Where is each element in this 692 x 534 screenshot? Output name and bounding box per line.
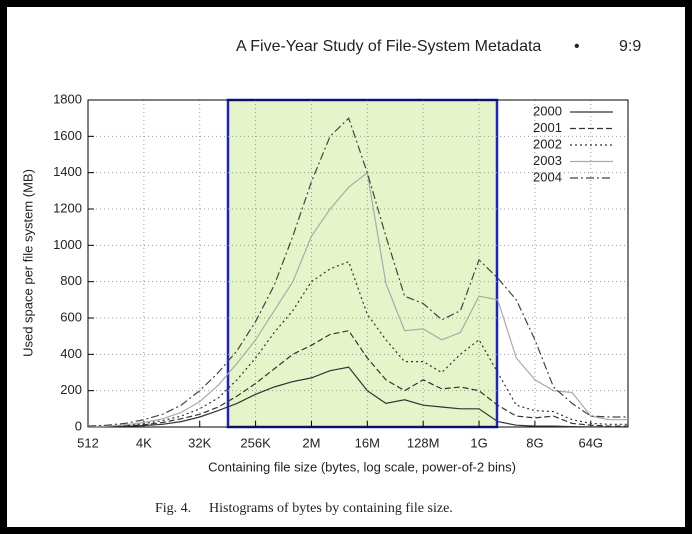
series-line <box>87 117 628 427</box>
x-tick-label: 128M <box>407 435 440 450</box>
legend-label: 2004 <box>533 169 562 184</box>
y-tick-label: 0 <box>75 418 82 433</box>
x-tick-label: 16M <box>355 435 380 450</box>
y-axis-label: Used space per file system (MB) <box>20 169 35 357</box>
x-tick-label: 512 <box>77 435 99 450</box>
y-tick-label: 1000 <box>53 237 82 252</box>
x-tick-label: 2M <box>302 435 320 450</box>
x-tick-label: 8G <box>526 435 543 450</box>
highlight-box <box>226 98 499 429</box>
x-tick-label: 256K <box>240 435 271 450</box>
caption-text: Histograms of bytes by containing file s… <box>209 501 453 516</box>
y-tick-label: 800 <box>60 273 82 288</box>
x-tick-label: 4K <box>136 435 152 450</box>
y-tick-label: 1400 <box>53 164 82 179</box>
legend-label: 2003 <box>533 153 562 168</box>
y-tick-label: 1600 <box>53 128 82 143</box>
y-tick-label: 200 <box>60 382 82 397</box>
x-tick-label: 64G <box>578 435 603 450</box>
legend-label: 2000 <box>533 103 562 118</box>
page-number: 9:9 <box>619 38 641 55</box>
x-axis-label: Containing file size (bytes, log scale, … <box>208 459 516 474</box>
x-tick-label: 32K <box>188 435 211 450</box>
page: A Five-Year Study of File-System Metadat… <box>7 7 685 527</box>
chart: A Five-Year Study of File-System Metadat… <box>20 38 641 516</box>
plot-frame <box>87 99 629 428</box>
series-line <box>87 171 628 428</box>
y-tick-label: 400 <box>60 346 82 361</box>
legend-label: 2002 <box>533 136 562 151</box>
x-tick-label: 1G <box>470 435 487 450</box>
y-tick-label: 1800 <box>53 91 82 106</box>
legend-label: 2001 <box>533 120 562 135</box>
y-tick-label: 1200 <box>53 200 82 215</box>
caption-label: Fig. 4. <box>155 501 191 516</box>
page-separator: • <box>574 38 580 55</box>
y-tick-label: 600 <box>60 309 82 324</box>
page-title: A Five-Year Study of File-System Metadat… <box>236 38 541 55</box>
series-line <box>87 260 628 428</box>
series-line <box>87 366 628 428</box>
series-line <box>87 330 628 428</box>
